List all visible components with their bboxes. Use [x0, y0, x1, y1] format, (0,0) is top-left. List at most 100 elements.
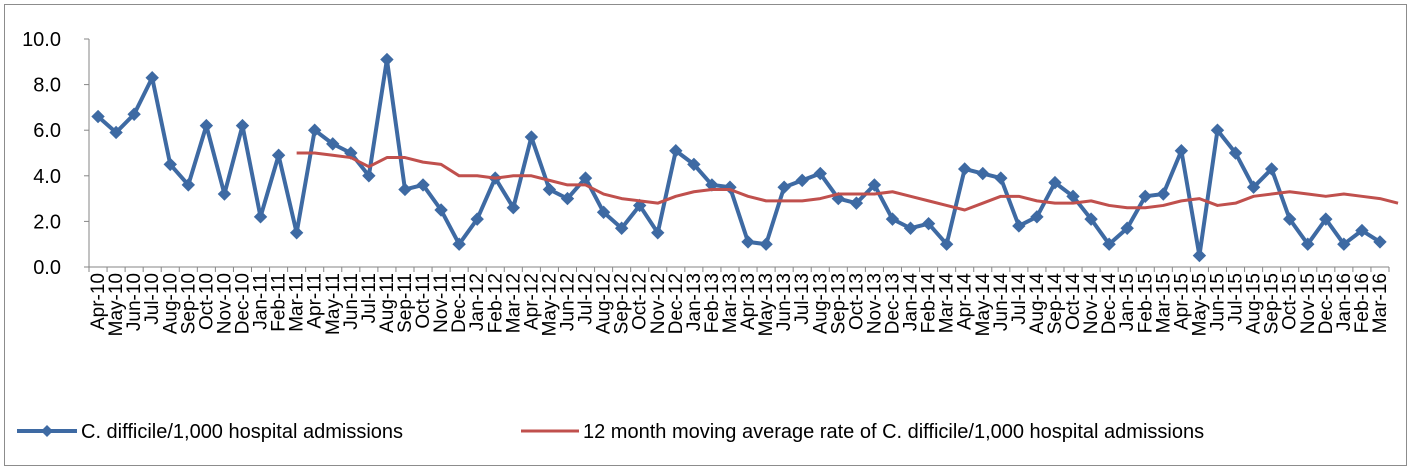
- x-tick-label: Nov-14: [1081, 273, 1102, 335]
- cdiff-rate-point: [976, 166, 990, 181]
- y-tick-label: 4.0: [33, 166, 61, 188]
- x-tick-label: Jul-11: [359, 273, 380, 323]
- x-tick-label: Oct-13: [846, 273, 867, 330]
- x-tick-label: Apr-14: [955, 273, 976, 330]
- cdiff-rate-point: [1355, 223, 1369, 238]
- x-tick-label: May-10: [106, 273, 127, 336]
- cdiff-rate-point: [921, 216, 936, 231]
- cdiff-rate-point: [380, 52, 394, 67]
- cdiff-rate-point: [1192, 248, 1207, 263]
- x-tick-label: Jan-16: [1334, 273, 1355, 331]
- y-tick-label: 10.0: [22, 29, 61, 51]
- y-tick-label: 2.0: [33, 211, 61, 233]
- cdiff-rate-point: [1030, 210, 1044, 224]
- cdiff-rate-point: [398, 182, 412, 197]
- cdiff-rate-point: [199, 118, 214, 133]
- cdiff-rate-point: [777, 180, 791, 194]
- cdiff-rate-point: [669, 144, 683, 158]
- x-tick-label: Sep-11: [395, 273, 416, 333]
- x-tick-label: Jun-11: [341, 273, 362, 330]
- cdiff-rate-point: [109, 125, 123, 140]
- cdiff-rate-point: [687, 157, 701, 172]
- x-tick-label: May-15: [1189, 273, 1210, 336]
- x-tick-label: Feb-15: [1135, 273, 1156, 333]
- cdiff-rate-point: [903, 221, 918, 235]
- x-tick-label: Feb-12: [485, 273, 506, 333]
- cdiff-rate-point: [1084, 212, 1098, 226]
- x-tick-label: Aug-10: [160, 273, 181, 334]
- x-tick-label: Oct-14: [1063, 273, 1084, 330]
- cdiff-rate-point: [1301, 237, 1315, 251]
- x-tick-label: Mar-15: [1153, 273, 1174, 333]
- cdiff-rate-point: [271, 148, 286, 162]
- cdiff-rate-point: [1156, 187, 1171, 201]
- cdiff-rate-point: [939, 237, 954, 251]
- x-tick-label: Nov-11: [431, 273, 452, 333]
- x-tick-label: Nov-12: [648, 273, 669, 334]
- x-tick-label: Jan-13: [684, 273, 705, 331]
- x-tick-label: Jun-12: [557, 273, 578, 331]
- x-tick-label: Nov-15: [1298, 273, 1319, 334]
- x-tick-label: Sep-15: [1262, 273, 1283, 334]
- cdiff-rate-point: [181, 178, 196, 192]
- x-tick-label: Jul-10: [142, 273, 163, 325]
- x-tick-label: Jan-11: [251, 273, 272, 330]
- legend-label-moving-average: 12 month moving average rate of C. diffi…: [583, 421, 1204, 443]
- cdiff-rate-point: [1373, 235, 1387, 249]
- cdiff-rate-point: [813, 166, 827, 181]
- x-tick-label: May-11: [323, 273, 344, 335]
- cdiff-rate-point: [524, 130, 539, 144]
- cdiff-rate-point: [994, 171, 1008, 185]
- x-tick-label: Sep-14: [1045, 273, 1066, 335]
- cdiff-rate-point: [614, 221, 629, 235]
- x-tick-label: Dec-11: [449, 273, 470, 333]
- moving-average-line: [296, 151, 1399, 212]
- x-tick-label: Jul-13: [792, 273, 813, 325]
- x-tick-label: Apr-12: [521, 273, 542, 330]
- cdiff-rate-point: [307, 123, 322, 137]
- x-tick-label: Dec-12: [666, 273, 687, 334]
- x-tick-label: Oct-10: [196, 273, 217, 330]
- x-tick-label: Aug-15: [1244, 273, 1265, 334]
- x-tick-label: Mar-14: [937, 273, 958, 334]
- cdiff-rate-point: [91, 109, 105, 124]
- cdiff-rate-point: [1282, 212, 1297, 226]
- cdiff-rate-point: [1264, 162, 1279, 176]
- legend-marker-cdiff-rate: [41, 425, 53, 437]
- cdiff-rate-line: [96, 57, 1382, 258]
- legend: C. difficile/1,000 hospital admissions 12…: [17, 421, 1204, 443]
- x-tick-label: Dec-14: [1099, 273, 1120, 335]
- cdiff-rate-point: [362, 169, 376, 183]
- y-tick-label: 8.0: [33, 75, 61, 97]
- cdiff-rate-point: [434, 203, 448, 217]
- cdiff-rate-point: [651, 226, 665, 240]
- x-tick-label: Nov-10: [214, 273, 235, 334]
- cdiff-rate-point: [470, 212, 484, 226]
- cdiff-rate-point: [1102, 237, 1116, 251]
- x-tick-label: Mar-16: [1370, 273, 1391, 333]
- x-tick-label: Jan-12: [467, 273, 488, 331]
- x-tick-label: Jul-12: [576, 273, 597, 325]
- cdiff-rate-point: [596, 205, 611, 219]
- cdiff-rate-point: [1319, 212, 1333, 226]
- x-tick-label: May-14: [973, 273, 994, 337]
- x-tick-label: Oct-15: [1280, 273, 1301, 330]
- x-tick-label: Jul-14: [1009, 273, 1030, 325]
- x-tick-label: Dec-13: [882, 273, 903, 334]
- cdiff-rate-point: [452, 237, 466, 251]
- cdiff-rate-point: [416, 178, 430, 192]
- x-tick-label: Oct-12: [630, 273, 651, 330]
- cdiff-rate-point: [542, 182, 557, 197]
- x-tick-label: Jun-15: [1207, 273, 1228, 331]
- cdiff-rate-point: [741, 235, 755, 249]
- x-tick-label: Mar-13: [720, 273, 741, 333]
- x-tick-label: Mar-12: [503, 273, 524, 333]
- x-tick-label: Jan-14: [901, 273, 922, 332]
- cdiff-rate-point: [289, 226, 304, 240]
- x-tick-label: Apr-10: [88, 273, 109, 330]
- cdiff-rate-point: [163, 157, 177, 172]
- x-tick-label: May-12: [539, 273, 560, 336]
- cdiff-rate-point: [759, 237, 773, 251]
- x-tick-label: Feb-11: [269, 273, 290, 332]
- x-tick-label: Feb-14: [919, 273, 940, 334]
